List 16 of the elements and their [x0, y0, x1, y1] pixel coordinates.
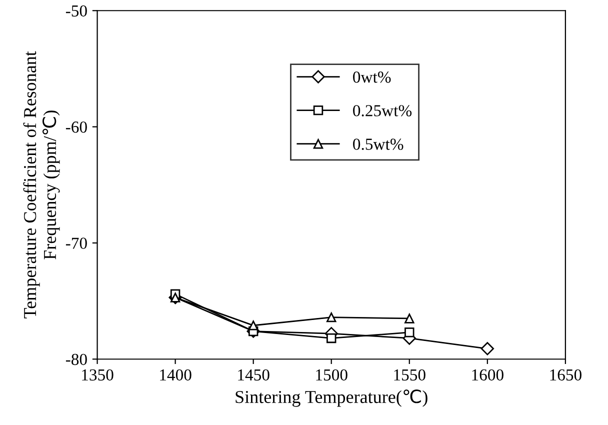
y-tick-label: -50 — [66, 5, 87, 17]
legend-label: 0.25wt% — [353, 105, 412, 116]
x-tick-label: 1650 — [550, 369, 582, 381]
x-tick-label: 1550 — [394, 369, 426, 381]
x-axis-title: Sintering Temperature(℃) — [236, 390, 428, 407]
y-axis-title: Temperature Coefficient of Resonant Frequency (ppm/℃) — [23, 51, 60, 318]
y-tick-label: -80 — [66, 354, 87, 366]
x-tick-label: 1450 — [238, 369, 270, 381]
x-tick-label: 1600 — [472, 369, 504, 381]
y-tick-label: -70 — [66, 238, 87, 249]
x-tick-label: 1350 — [82, 369, 114, 381]
legend-label: 0wt% — [353, 72, 391, 83]
x-tick-label: 1400 — [160, 369, 192, 381]
y-tick-label: -60 — [66, 121, 87, 133]
legend-label: 0.5wt% — [353, 138, 404, 150]
x-tick-label: 1500 — [316, 369, 348, 381]
